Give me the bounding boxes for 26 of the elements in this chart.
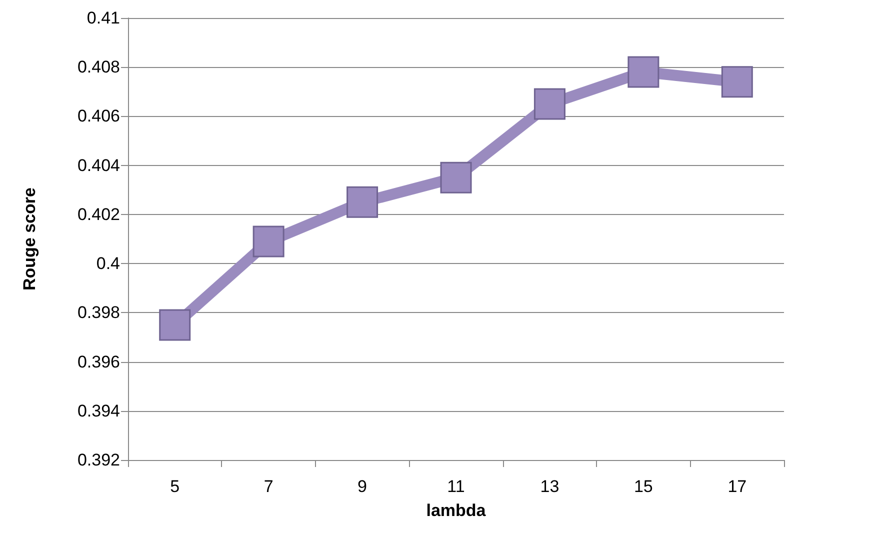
y-tick-label: 0.394 (77, 401, 120, 420)
point (440, 162, 472, 194)
y-tick-label: 0.398 (77, 303, 120, 322)
y-tick-label: 0.406 (77, 106, 120, 126)
x-tick-label: 13 (540, 477, 560, 496)
point (252, 226, 284, 258)
x-axis-title: lambda (426, 501, 486, 520)
y-tick-label: 0.392 (77, 450, 120, 470)
y-tick-label: 0.408 (77, 58, 120, 77)
x-tick-label: 5 (170, 477, 180, 496)
point (159, 309, 191, 341)
x-tick-label: 11 (447, 477, 465, 496)
point (721, 66, 753, 98)
x-tick-label: 9 (358, 477, 368, 496)
x-tick-label: 17 (728, 477, 747, 496)
x-tick-label: 15 (634, 477, 653, 496)
y-tick-label: 0.396 (77, 352, 120, 372)
y-tick-label: 0.41 (86, 8, 120, 28)
y-tick-label: 0.404 (77, 156, 120, 175)
point (628, 56, 660, 88)
y-axis-title: Rouge score (20, 188, 39, 290)
y-tick-label: 0.4 (96, 254, 120, 274)
x-tick-label: 7 (264, 477, 274, 496)
point (534, 88, 566, 120)
point (346, 186, 378, 218)
y-tick-label: 0.402 (77, 204, 120, 224)
